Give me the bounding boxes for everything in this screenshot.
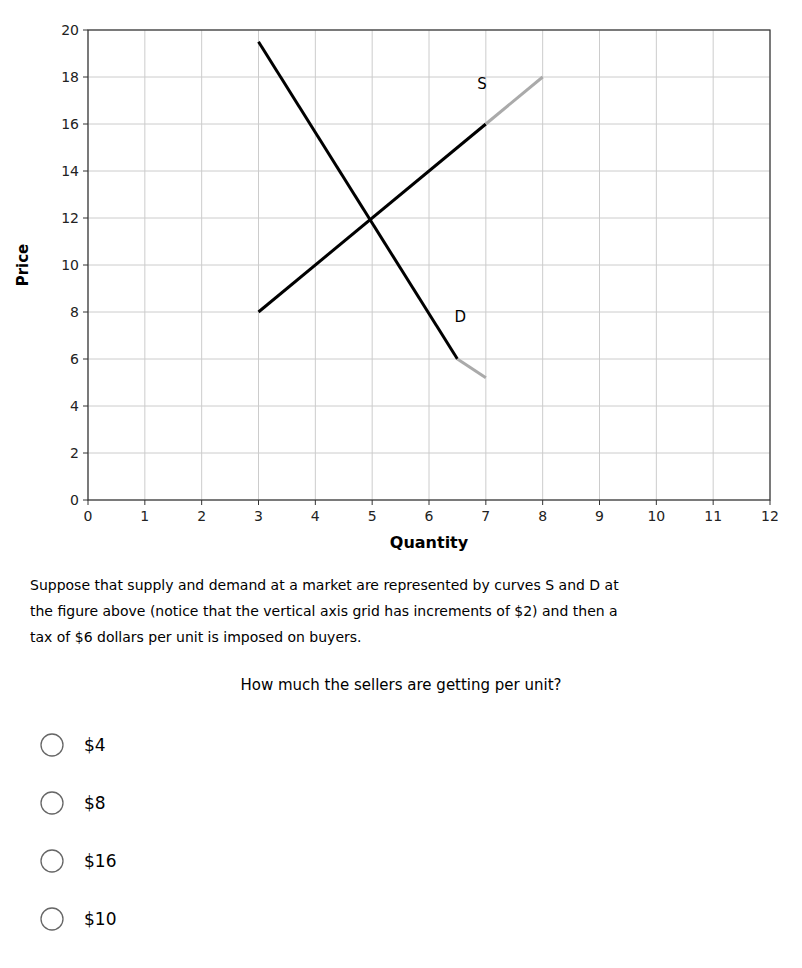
tick-label: 14 <box>61 163 79 179</box>
tick-label: 20 <box>61 22 79 38</box>
paragraph-line: the figure above (notice that the vertic… <box>30 603 618 619</box>
choice-label: $16 <box>84 851 116 871</box>
grid <box>88 30 770 500</box>
question: How much the sellers are getting per uni… <box>240 676 561 694</box>
tick-mark <box>83 30 88 31</box>
tick-mark <box>83 453 88 454</box>
grid-line <box>88 406 770 407</box>
tick-mark <box>144 500 145 505</box>
page: 012345678910111202468101214161820Quantit… <box>0 0 802 968</box>
grid-line <box>88 218 770 219</box>
curve-segment <box>259 124 486 312</box>
radio-button <box>41 734 63 756</box>
annotations: SD <box>455 75 487 326</box>
question-section: Suppose that supply and demand at a mark… <box>30 577 619 930</box>
tick-label: 2 <box>197 508 206 524</box>
tick-mark <box>542 500 543 505</box>
tick-label: 16 <box>61 116 79 132</box>
tick-mark <box>83 77 88 78</box>
tick-label: 10 <box>647 508 665 524</box>
tick-label: 12 <box>761 508 779 524</box>
tick-mark <box>88 500 89 505</box>
tick-label: 7 <box>481 508 490 524</box>
tick-mark <box>372 500 373 505</box>
tick-mark <box>713 500 714 505</box>
tick-label: 10 <box>61 257 79 273</box>
plot-frame <box>88 30 770 500</box>
tick-label: 1 <box>140 508 149 524</box>
grid-line <box>88 359 770 360</box>
tick-mark <box>599 500 600 505</box>
tick-label: 18 <box>61 69 79 85</box>
curve-segment <box>486 77 543 124</box>
tick-label: 6 <box>70 351 79 367</box>
tick-label: 4 <box>311 508 320 524</box>
tick-mark <box>83 218 88 219</box>
tick-label: 6 <box>425 508 434 524</box>
curve-segment <box>259 42 458 359</box>
curve-label: S <box>477 75 487 93</box>
tick-label: 8 <box>70 304 79 320</box>
grid-line <box>88 453 770 454</box>
tick-label: 0 <box>84 508 93 524</box>
grid-line <box>88 265 770 266</box>
tick-mark <box>83 406 88 407</box>
radio-button <box>41 850 63 872</box>
y-axis-label: Price <box>14 244 32 287</box>
series-group <box>259 42 543 378</box>
tick-mark <box>83 359 88 360</box>
tick-label: 3 <box>254 508 263 524</box>
tick-mark <box>83 124 88 125</box>
tick-label: 12 <box>61 210 79 226</box>
tick-mark <box>485 500 486 505</box>
tick-mark <box>83 312 88 313</box>
curve-label: D <box>455 308 467 326</box>
x-axis-label: Quantity <box>390 533 469 552</box>
tick-mark <box>83 265 88 266</box>
tick-label: 2 <box>70 445 79 461</box>
tick-label: 11 <box>704 508 722 524</box>
tick-mark <box>201 500 202 505</box>
tick-mark <box>258 500 259 505</box>
radio-button <box>41 908 63 930</box>
choice-label: $4 <box>84 735 106 755</box>
tick-mark <box>83 171 88 172</box>
grid-line <box>88 77 770 78</box>
tick-mark <box>656 500 657 505</box>
curve-segment <box>457 359 485 378</box>
paragraph-line: tax of $6 dollars per unit is imposed on… <box>30 629 362 645</box>
tick-mark <box>770 500 771 505</box>
grid-line <box>88 124 770 125</box>
tick-label: 5 <box>368 508 377 524</box>
tick-mark <box>83 500 88 501</box>
radio-button <box>41 792 63 814</box>
tick-label: 4 <box>70 398 79 414</box>
paragraph-line: Suppose that supply and demand at a mark… <box>30 577 619 593</box>
tick-mark <box>429 500 430 505</box>
choice-label: $8 <box>84 793 106 813</box>
tick-label: 8 <box>538 508 547 524</box>
tick-label: 0 <box>70 492 79 508</box>
tick-mark <box>315 500 316 505</box>
axes: 012345678910111202468101214161820Quantit… <box>14 22 779 552</box>
tick-label: 9 <box>595 508 604 524</box>
choice-label: $10 <box>84 909 116 929</box>
